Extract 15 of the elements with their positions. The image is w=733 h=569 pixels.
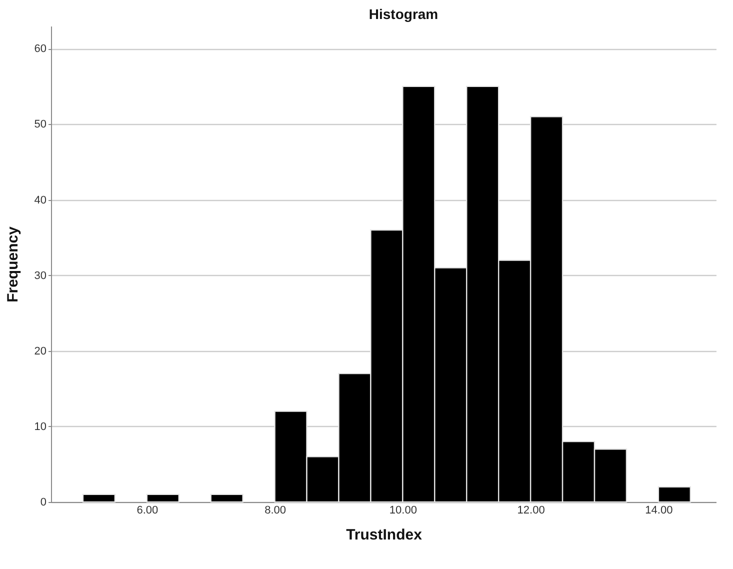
y-tick-label: 30 — [34, 270, 46, 282]
y-axis-title: Frequency — [4, 226, 22, 302]
y-tick-label: 10 — [34, 420, 46, 433]
y-tick-label: 20 — [34, 345, 46, 358]
y-tick-label: 60 — [34, 43, 46, 56]
y-tick-label: 40 — [34, 194, 46, 206]
x-tick-label: 8.00 — [264, 504, 286, 516]
x-axis-title: TrustIndex — [346, 526, 423, 544]
y-tick-label: 0 — [40, 496, 46, 508]
y-tick-label: 50 — [34, 118, 46, 131]
x-tick-label: 14.00 — [645, 504, 673, 516]
x-tick-label: 12.00 — [517, 504, 545, 516]
x-tick-label: 6.00 — [136, 504, 158, 516]
x-tick-label: 10.00 — [389, 504, 417, 516]
chart-title: Histogram — [368, 6, 438, 22]
